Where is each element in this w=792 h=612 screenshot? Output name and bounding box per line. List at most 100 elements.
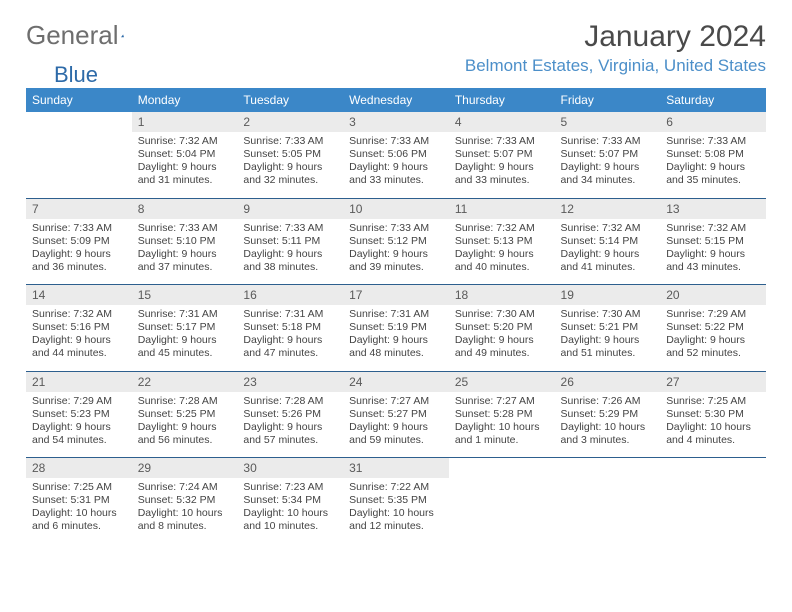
daydata-empty [555, 478, 661, 544]
sunset-text: Sunset: 5:07 PM [455, 148, 549, 161]
daynum-13: 13 [660, 198, 766, 219]
sunset-text: Sunset: 5:27 PM [349, 408, 443, 421]
daynum-empty [660, 458, 766, 479]
sunrise-text: Sunrise: 7:32 AM [32, 308, 126, 321]
daynum-8: 8 [132, 198, 238, 219]
sunrise-text: Sunrise: 7:33 AM [349, 222, 443, 235]
sunset-text: Sunset: 5:34 PM [243, 494, 337, 507]
sunset-text: Sunset: 5:25 PM [138, 408, 232, 421]
daydata-25: Sunrise: 7:27 AMSunset: 5:28 PMDaylight:… [449, 392, 555, 458]
sunrise-text: Sunrise: 7:25 AM [666, 395, 760, 408]
logo-sail-icon [121, 26, 125, 46]
daynum-30: 30 [237, 458, 343, 479]
sunrise-text: Sunrise: 7:33 AM [138, 222, 232, 235]
week-4-data-row: Sunrise: 7:29 AMSunset: 5:23 PMDaylight:… [26, 392, 766, 458]
sunrise-text: Sunrise: 7:32 AM [455, 222, 549, 235]
daylight-text: Daylight: 9 hours and 41 minutes. [561, 248, 655, 274]
week-3-daynum-row: 14151617181920 [26, 285, 766, 306]
daydata-29: Sunrise: 7:24 AMSunset: 5:32 PMDaylight:… [132, 478, 238, 544]
daylight-text: Daylight: 9 hours and 35 minutes. [666, 161, 760, 187]
daylight-text: Daylight: 9 hours and 39 minutes. [349, 248, 443, 274]
sunrise-text: Sunrise: 7:32 AM [138, 135, 232, 148]
sunset-text: Sunset: 5:22 PM [666, 321, 760, 334]
daynum-4: 4 [449, 112, 555, 132]
day-header-tuesday: Tuesday [237, 88, 343, 112]
daynum-empty [555, 458, 661, 479]
sunset-text: Sunset: 5:09 PM [32, 235, 126, 248]
day-header-friday: Friday [555, 88, 661, 112]
daynum-9: 9 [237, 198, 343, 219]
daydata-30: Sunrise: 7:23 AMSunset: 5:34 PMDaylight:… [237, 478, 343, 544]
daylight-text: Daylight: 9 hours and 31 minutes. [138, 161, 232, 187]
daydata-16: Sunrise: 7:31 AMSunset: 5:18 PMDaylight:… [237, 305, 343, 371]
sunrise-text: Sunrise: 7:31 AM [349, 308, 443, 321]
daylight-text: Daylight: 9 hours and 36 minutes. [32, 248, 126, 274]
daynum-20: 20 [660, 285, 766, 306]
sunset-text: Sunset: 5:32 PM [138, 494, 232, 507]
daylight-text: Daylight: 9 hours and 51 minutes. [561, 334, 655, 360]
sunrise-text: Sunrise: 7:24 AM [138, 481, 232, 494]
daylight-text: Daylight: 9 hours and 52 minutes. [666, 334, 760, 360]
daylight-text: Daylight: 9 hours and 32 minutes. [243, 161, 337, 187]
sunrise-text: Sunrise: 7:33 AM [349, 135, 443, 148]
week-2-daynum-row: 78910111213 [26, 198, 766, 219]
daylight-text: Daylight: 9 hours and 48 minutes. [349, 334, 443, 360]
daylight-text: Daylight: 10 hours and 3 minutes. [561, 421, 655, 447]
daylight-text: Daylight: 9 hours and 56 minutes. [138, 421, 232, 447]
daylight-text: Daylight: 9 hours and 33 minutes. [455, 161, 549, 187]
daynum-22: 22 [132, 371, 238, 392]
sunset-text: Sunset: 5:08 PM [666, 148, 760, 161]
daynum-27: 27 [660, 371, 766, 392]
daylight-text: Daylight: 9 hours and 38 minutes. [243, 248, 337, 274]
daydata-1: Sunrise: 7:32 AMSunset: 5:04 PMDaylight:… [132, 132, 238, 198]
sunset-text: Sunset: 5:30 PM [666, 408, 760, 421]
daynum-19: 19 [555, 285, 661, 306]
daynum-1: 1 [132, 112, 238, 132]
sunset-text: Sunset: 5:10 PM [138, 235, 232, 248]
sunset-text: Sunset: 5:13 PM [455, 235, 549, 248]
sunset-text: Sunset: 5:15 PM [666, 235, 760, 248]
daydata-24: Sunrise: 7:27 AMSunset: 5:27 PMDaylight:… [343, 392, 449, 458]
sunrise-text: Sunrise: 7:28 AM [243, 395, 337, 408]
month-title: January 2024 [465, 20, 766, 54]
daylight-text: Daylight: 9 hours and 33 minutes. [349, 161, 443, 187]
daynum-29: 29 [132, 458, 238, 479]
daynum-18: 18 [449, 285, 555, 306]
sunset-text: Sunset: 5:35 PM [349, 494, 443, 507]
week-3-data-row: Sunrise: 7:32 AMSunset: 5:16 PM Daylight:… [26, 305, 766, 371]
daynum-6: 6 [660, 112, 766, 132]
daylight-text: Daylight: 9 hours and 34 minutes. [561, 161, 655, 187]
daynum-14: 14 [26, 285, 132, 306]
sunrise-text: Sunrise: 7:26 AM [561, 395, 655, 408]
sunrise-text: Sunrise: 7:29 AM [666, 308, 760, 321]
day-header-saturday: Saturday [660, 88, 766, 112]
daynum-24: 24 [343, 371, 449, 392]
sunrise-text: Sunrise: 7:25 AM [32, 481, 126, 494]
title-block: January 2024 Belmont Estates, Virginia, … [465, 20, 766, 76]
daydata-5: Sunrise: 7:33 AMSunset: 5:07 PMDaylight:… [555, 132, 661, 198]
sunset-text: Sunset: 5:16 PM [32, 321, 126, 334]
daydata-4: Sunrise: 7:33 AMSunset: 5:07 PMDaylight:… [449, 132, 555, 198]
daydata-27: Sunrise: 7:25 AMSunset: 5:30 PMDaylight:… [660, 392, 766, 458]
daylight-text: Daylight: 9 hours and 47 minutes. [243, 334, 337, 360]
daylight-text: Daylight: 10 hours and 6 minutes. [32, 507, 126, 533]
daydata-14: Sunrise: 7:32 AMSunset: 5:16 PMDaylight:… [26, 305, 132, 371]
daylight-text: Daylight: 10 hours and 4 minutes. [666, 421, 760, 447]
daydata-12: Sunrise: 7:32 AMSunset: 5:14 PMDaylight:… [555, 219, 661, 285]
daydata-empty [449, 478, 555, 544]
daynum-23: 23 [237, 371, 343, 392]
calendar-table: SundayMondayTuesdayWednesdayThursdayFrid… [26, 88, 766, 544]
daydata-8: Sunrise: 7:33 AMSunset: 5:10 PMDaylight:… [132, 219, 238, 285]
sunrise-text: Sunrise: 7:33 AM [561, 135, 655, 148]
logo-text-general: General [26, 20, 119, 51]
sunset-text: Sunset: 5:17 PM [138, 321, 232, 334]
sunrise-text: Sunrise: 7:33 AM [32, 222, 126, 235]
week-4-daynum-row: 21222324252627 [26, 371, 766, 392]
sunset-text: Sunset: 5:31 PM [32, 494, 126, 507]
sunset-text: Sunset: 5:11 PM [243, 235, 337, 248]
sunset-text: Sunset: 5:29 PM [561, 408, 655, 421]
daynum-16: 16 [237, 285, 343, 306]
sunset-text: Sunset: 5:12 PM [349, 235, 443, 248]
sunrise-text: Sunrise: 7:31 AM [243, 308, 337, 321]
sunrise-text: Sunrise: 7:29 AM [32, 395, 126, 408]
